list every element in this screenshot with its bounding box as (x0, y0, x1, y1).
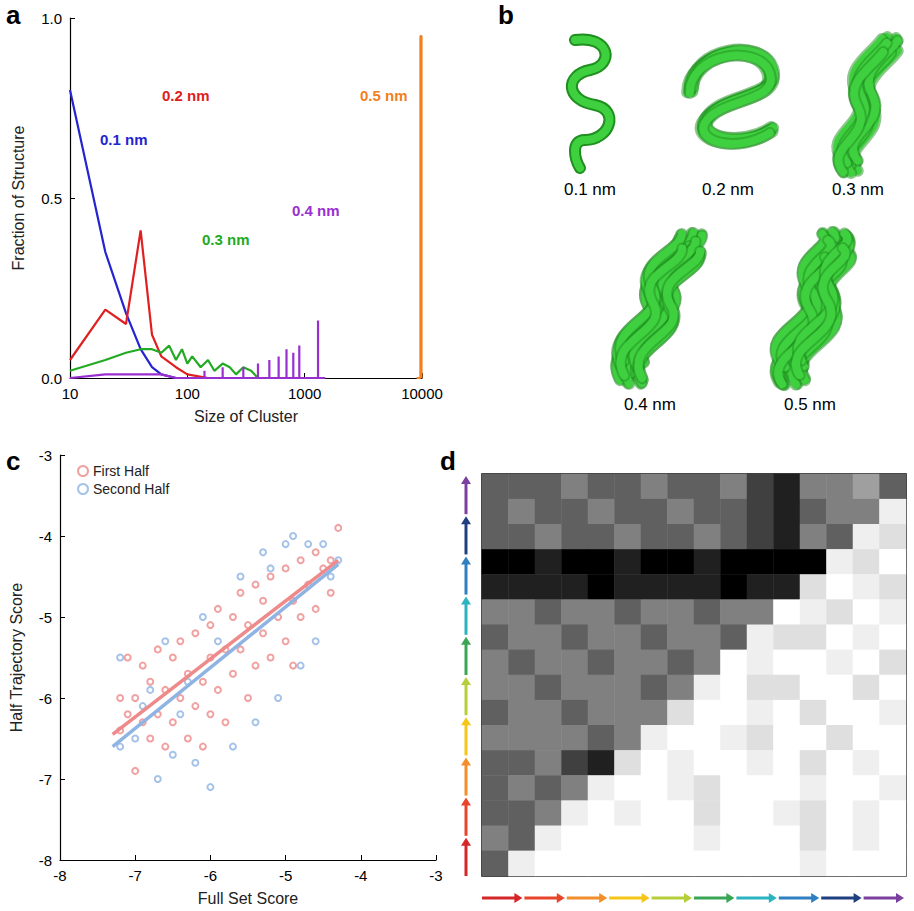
svg-text:Half Trajectory Score: Half Trajectory Score (8, 583, 25, 732)
svg-text:0.4 nm: 0.4 nm (624, 395, 676, 414)
svg-text:-4: -4 (354, 867, 367, 884)
svg-text:-4: -4 (39, 528, 52, 545)
svg-text:0.5 nm: 0.5 nm (360, 87, 408, 104)
svg-text:0.3 nm: 0.3 nm (202, 231, 250, 248)
svg-text:-8: -8 (53, 867, 66, 884)
svg-text:-6: -6 (39, 690, 52, 707)
svg-text:c: c (6, 446, 20, 476)
svg-text:First Half: First Half (93, 463, 149, 479)
svg-text:-3: -3 (39, 447, 52, 464)
svg-text:0.3 nm: 0.3 nm (832, 180, 884, 199)
svg-text:100: 100 (175, 385, 200, 402)
svg-text:0.1 nm: 0.1 nm (564, 180, 616, 199)
svg-text:d: d (440, 446, 456, 476)
svg-text:Second Half: Second Half (93, 481, 169, 497)
svg-text:10000: 10000 (401, 385, 443, 402)
svg-text:1000: 1000 (288, 385, 321, 402)
svg-text:b: b (498, 0, 514, 30)
svg-text:Size of Cluster: Size of Cluster (194, 408, 299, 425)
svg-text:Full Set Score: Full Set Score (198, 890, 299, 907)
svg-text:0.0: 0.0 (41, 370, 62, 387)
svg-text:-6: -6 (204, 867, 217, 884)
svg-text:-7: -7 (39, 771, 52, 788)
svg-text:0.1 nm: 0.1 nm (100, 131, 148, 148)
svg-text:0.5 nm: 0.5 nm (784, 395, 836, 414)
svg-text:1.0: 1.0 (41, 10, 62, 27)
svg-text:0.5: 0.5 (41, 190, 62, 207)
svg-text:-5: -5 (279, 867, 292, 884)
svg-text:0.2 nm: 0.2 nm (162, 87, 210, 104)
svg-text:10: 10 (62, 385, 79, 402)
svg-text:-7: -7 (129, 867, 142, 884)
svg-text:0.2 nm: 0.2 nm (702, 180, 754, 199)
svg-text:-8: -8 (39, 852, 52, 869)
svg-text:Fraction of Structure: Fraction of Structure (10, 125, 27, 270)
svg-text:a: a (6, 0, 21, 30)
svg-text:-3: -3 (429, 867, 442, 884)
svg-text:0.4 nm: 0.4 nm (292, 202, 340, 219)
svg-text:-5: -5 (39, 609, 52, 626)
